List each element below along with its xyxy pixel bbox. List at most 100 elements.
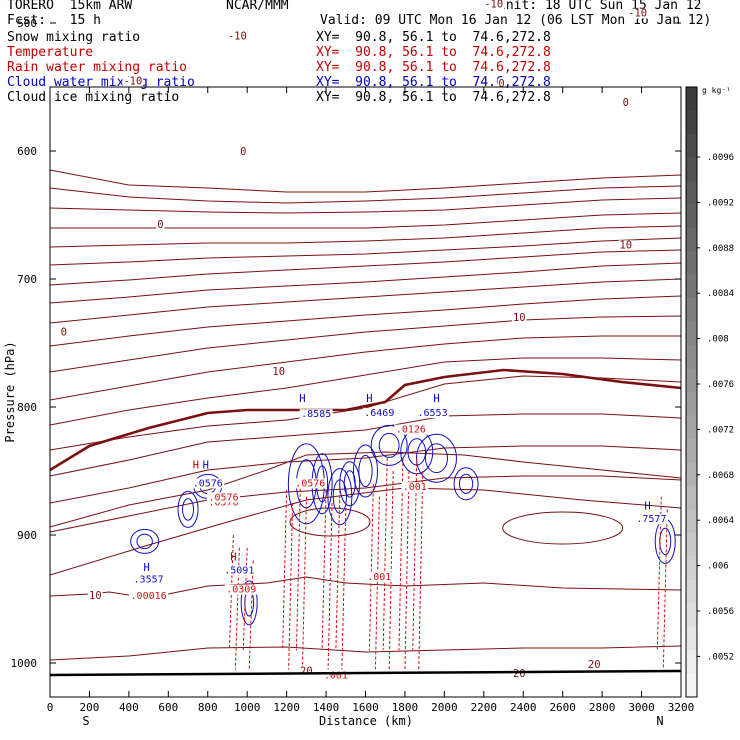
cloud-water-label: .5091	[224, 565, 254, 576]
x-axis-label: Distance (km)	[319, 714, 413, 728]
isotherm-label-bg	[587, 660, 602, 671]
cloud-water-label: .7577	[636, 514, 666, 525]
snow-label: .0576	[208, 492, 238, 503]
colorbar-swatch	[686, 415, 697, 440]
colorbar-swatch	[686, 485, 697, 510]
cloud-water-cell	[240, 580, 258, 626]
cloud-water-label-bg	[132, 574, 166, 585]
colorbar-swatch	[686, 180, 697, 205]
x-tick-label: 2600	[549, 701, 576, 714]
isotherm	[49, 576, 682, 599]
isotherm	[49, 451, 682, 528]
cloud-water-label-bg	[222, 565, 256, 576]
cloud-water-contours	[130, 424, 676, 626]
cloud-water-label-bg	[416, 407, 450, 418]
colorbar-tick-label: .0088	[707, 244, 734, 254]
x-tick-label: 1200	[273, 701, 300, 714]
y-tick-label: 600	[17, 145, 37, 158]
cloud-water-cell	[130, 528, 160, 554]
x-tick-label: 2800	[589, 701, 616, 714]
field-xy-rain: XY= 90.8, 56.1 to 74.6,272.8	[316, 60, 551, 75]
isotherm	[49, 225, 682, 248]
high-marker: H	[203, 459, 209, 471]
rain-shaft	[242, 547, 254, 670]
y-tick-label: 500	[17, 17, 37, 30]
colorbar-swatch	[686, 532, 697, 557]
y-tick-label: 800	[17, 401, 37, 414]
colorbar-swatch	[686, 298, 697, 323]
rain-label: .0576	[295, 478, 325, 489]
isotherm	[49, 278, 682, 324]
colorbar-swatch	[686, 204, 697, 229]
isotherm-label-bg	[618, 240, 633, 251]
rain-label-bg	[365, 571, 393, 582]
rain-label-bg	[322, 670, 350, 681]
cloud-water-label-bg	[191, 478, 225, 489]
colorbar-swatch	[686, 462, 697, 487]
cloud-water-cell-inner	[136, 533, 153, 550]
rain-shaft	[335, 490, 347, 670]
y-tick-label: 900	[17, 529, 37, 542]
field-label-rain: Rain water mixing ratio	[7, 60, 188, 75]
isotherm-label: 0	[61, 326, 67, 338]
x-axis-end-left: S	[82, 714, 89, 728]
isotherm-label-bg	[227, 31, 248, 42]
isotherm-label-bg	[497, 79, 506, 89]
x-tick-label: 1800	[392, 701, 419, 714]
colorbar-frame	[685, 86, 698, 698]
cloud-water-label: .6553	[417, 408, 447, 419]
x-tick-label: 2400	[510, 701, 537, 714]
isotherm-label: 10	[89, 590, 102, 602]
cloud-water-label: .3557	[134, 574, 164, 585]
cloud-water-cell-inner	[659, 527, 672, 556]
cloud-water-cell-inner	[424, 443, 448, 474]
colorbar-unit: g kg⁻¹	[702, 86, 731, 95]
surface-line	[49, 669, 682, 677]
colorbar: .0096 .0092 .0088 .0084 .008 .0076 .0072 .0068.…	[685, 86, 734, 698]
isotherm	[49, 645, 682, 661]
rain-shaft	[321, 490, 333, 670]
colorbar-tick-label: .0052	[707, 652, 734, 662]
isotherm	[50, 212, 682, 229]
isotherm	[49, 262, 682, 304]
rain-contours	[228, 458, 668, 670]
isotherm-label-bg	[512, 669, 527, 680]
colorbar-tick-label: .006	[707, 562, 729, 572]
isotherm	[49, 197, 682, 214]
rain-shaft	[282, 490, 294, 670]
colorbar-swatch	[686, 110, 697, 135]
x-axis-end-right: N	[656, 714, 663, 728]
cloud-water-cell-inner	[358, 454, 373, 488]
x-tick-label: 3200	[668, 701, 695, 714]
cloud-water-label-bg	[362, 407, 396, 418]
colorbar-swatch	[686, 157, 697, 182]
colorbar-tick-label: .0084	[707, 289, 734, 299]
field-xy-cloud-water: XY= 90.8, 56.1 to 74.6,272.8	[316, 75, 551, 90]
isotherm	[49, 295, 682, 347]
y-tick-label: 1000	[11, 657, 38, 670]
x-tick-label: 800	[198, 701, 218, 714]
field-xy-snow: XY= 90.8, 56.1 to 74.6,272.8	[316, 30, 551, 45]
isotherm	[49, 335, 681, 401]
isotherm-label-bg	[59, 327, 68, 338]
rain-label: .001	[403, 482, 427, 493]
isotherm-label-bg	[483, 0, 504, 10]
x-tick-label: 200	[80, 701, 100, 714]
field-label-temperature: Temperature	[7, 45, 94, 60]
isotherm-label: 0	[157, 219, 163, 231]
isotherm-label: -10	[228, 31, 247, 43]
high-marker: H	[366, 393, 372, 405]
isotherm-label-bg	[627, 8, 648, 19]
y-tick-label: 700	[17, 273, 37, 286]
rain-shaft	[382, 458, 394, 670]
isotherm	[49, 445, 682, 504]
isotherm	[49, 185, 682, 204]
isotherm-label: 20	[513, 668, 526, 680]
colorbar-swatch	[686, 251, 697, 276]
isotherm-label: 0	[498, 78, 504, 90]
rain-label: .0126	[396, 425, 426, 436]
center-title: NCAR/MMM	[226, 0, 289, 13]
x-tick-label: 600	[158, 701, 178, 714]
isotherm-label: 20	[300, 666, 313, 678]
isotherm-label: 10	[272, 366, 285, 378]
